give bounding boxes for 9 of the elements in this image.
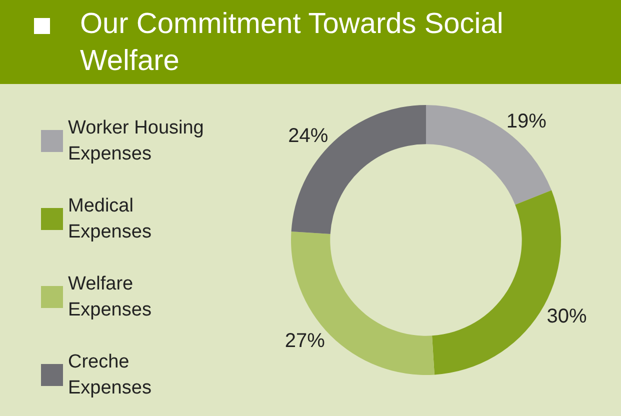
data-label: 19%: [506, 110, 547, 133]
legend-label: Creche Expenses: [68, 352, 152, 398]
data-label: 27%: [284, 330, 326, 352]
legend-label: Welfare Expenses: [68, 274, 152, 320]
chart-title: Our Commitment Towards Social Welfare: [80, 7, 504, 79]
legend-label: Worker Housing Expenses: [68, 118, 210, 164]
data-label: 24%: [288, 124, 328, 147]
legend-label: Medical Expenses: [68, 196, 152, 242]
data-label: 30%: [546, 306, 587, 328]
